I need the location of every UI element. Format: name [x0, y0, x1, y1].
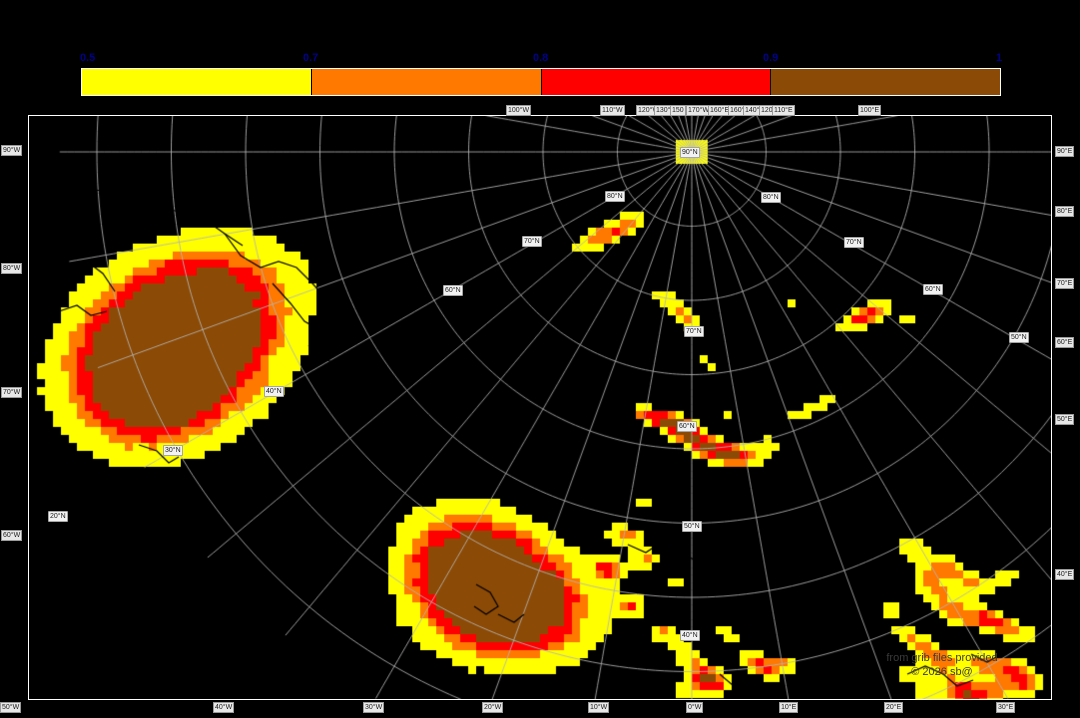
axis-label-right-1: 80°E: [1055, 206, 1075, 217]
graticule-label-9: 50°N: [682, 521, 702, 532]
colorbar-tick-2: 0.8: [533, 52, 549, 64]
axis-label-top-11: 100°E: [858, 105, 882, 116]
axis-label-right-3: 60°E: [1055, 337, 1075, 348]
axis-label-bottom-2: 30°W: [363, 702, 385, 713]
axis-label-bottom-6: 10°E: [779, 702, 799, 713]
axis-label-bottom-3: 20°W: [482, 702, 504, 713]
axis-label-bottom-5: 0°W: [686, 702, 704, 713]
axis-label-right-4: 50°E: [1055, 414, 1075, 425]
graticule-label-11: 40°N: [264, 386, 284, 397]
colorbar-tick-labels: 0.5 0.7 0.8 0.9 1: [0, 52, 1080, 68]
colorbar-band-0: [82, 69, 311, 95]
colorbar-strip: [81, 68, 1001, 96]
graticule-label-0: 90°N: [680, 147, 700, 158]
colorbar-tick-1: 0.7: [303, 52, 319, 64]
axis-label-bottom-1: 40°W: [213, 702, 235, 713]
axis-label-top-10: 110°E: [772, 105, 795, 116]
axis-label-bottom-4: 10°W: [588, 702, 610, 713]
axis-label-top-0: 100°W: [506, 105, 532, 116]
graticule-label-3: 70°N: [522, 236, 542, 247]
graticule-label-14: 50°N: [1009, 332, 1029, 343]
colorbar-band-2: [540, 69, 771, 95]
colorbar-band-1: [310, 69, 541, 95]
graticule-label-8: 60°N: [677, 421, 697, 432]
graticule-label-12: 30°N: [163, 445, 183, 456]
graticule-label-10: 40°N: [680, 630, 700, 641]
colorbar-panel: 0.5 0.7 0.8 0.9 1: [0, 0, 1080, 110]
axis-label-right-5: 40°E: [1055, 569, 1075, 580]
graticule-label-1: 80°N: [605, 191, 625, 202]
axis-label-left-1: 80°W: [1, 263, 23, 274]
colorbar-tick-0: 0.5: [80, 52, 96, 64]
axis-label-right-0: 90°E: [1055, 146, 1075, 157]
axis-label-left-3: 60°W: [1, 530, 23, 541]
graticule-label-2: 80°N: [761, 192, 781, 203]
axis-label-left-2: 70°W: [1, 387, 23, 398]
axis-label-top-1: 110°W: [600, 105, 625, 116]
colorbar-tick-4: 1: [996, 52, 1003, 64]
graticule-label-6: 60°N: [923, 284, 943, 295]
graticule-label-7: 70°N: [684, 326, 704, 337]
axis-label-top-4: 150: [670, 105, 686, 116]
axis-label-right-2: 70°E: [1055, 278, 1075, 289]
colorbar-band-3: [770, 69, 1000, 95]
axis-label-bottom-7: 20°E: [884, 702, 904, 713]
graticule-label-4: 70°N: [844, 237, 864, 248]
axis-label-left-0: 90°W: [1, 145, 23, 156]
map-data-canvas[interactable]: [29, 116, 1051, 699]
colorbar-tick-3: 0.9: [763, 52, 779, 64]
graticule-label-5: 60°N: [443, 285, 463, 296]
axis-label-bottom-0: 50°W: [0, 702, 22, 713]
axis-label-bottom-8: 30°E: [996, 702, 1016, 713]
map-frame[interactable]: 90°N 80°N 80°N 70°N 70°N 60°N 60°N 70°N 60°N 50°N…: [28, 115, 1052, 700]
graticule-label-13: 20°N: [48, 511, 68, 522]
